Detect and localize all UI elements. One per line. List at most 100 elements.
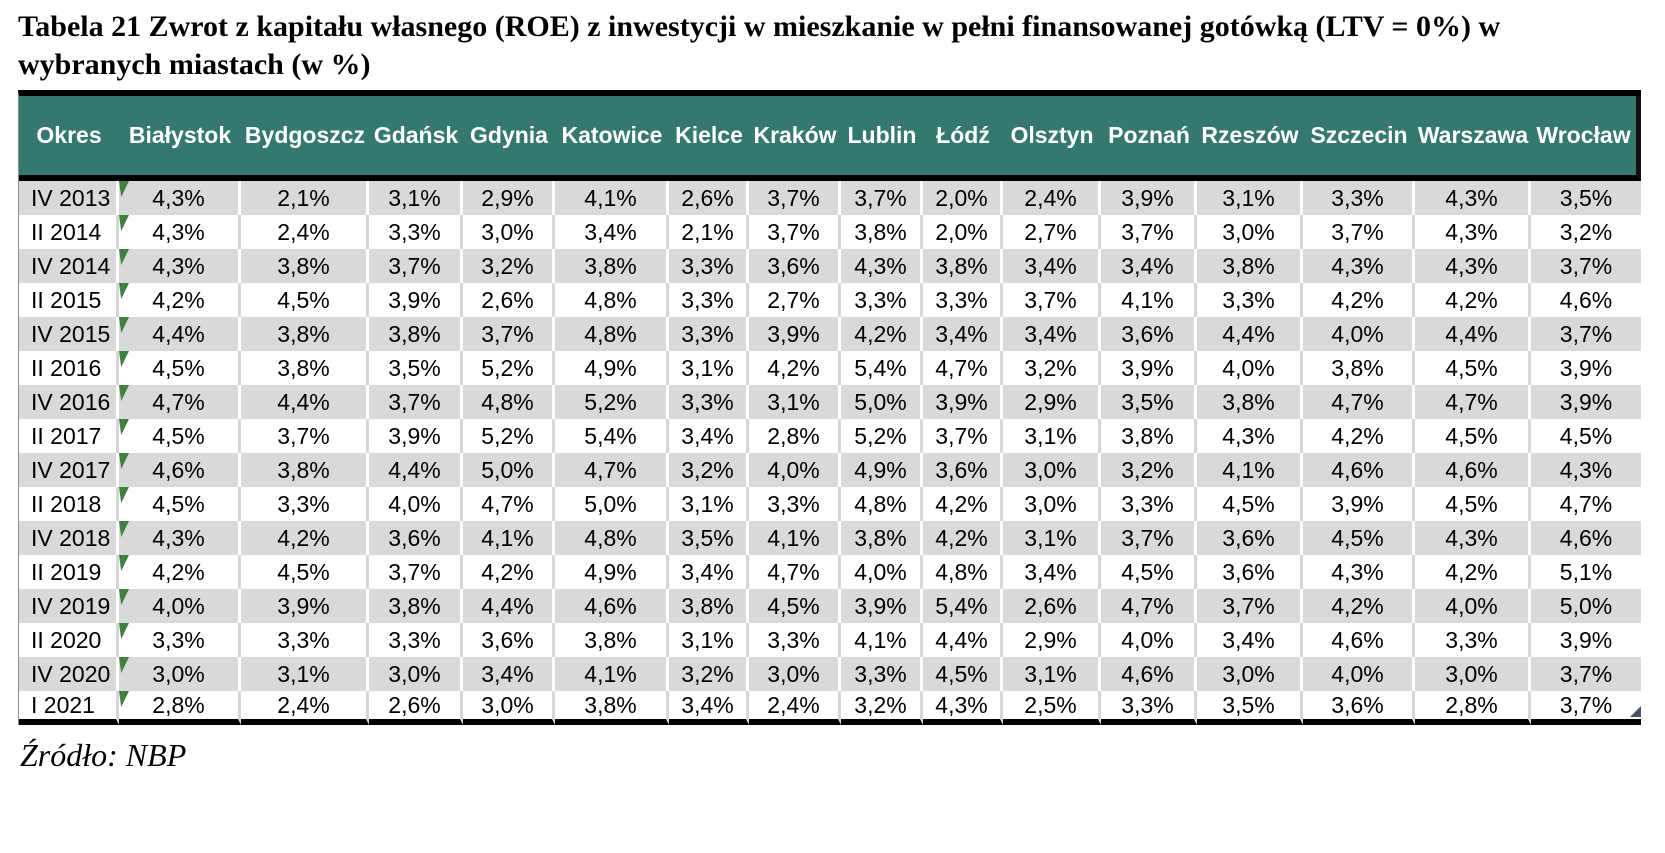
value-cell: 3,9% (1101, 351, 1197, 385)
source-note: Źródło: NBP (20, 737, 187, 773)
value-cell: 2,8% (749, 419, 841, 453)
value-cell: 4,5% (1303, 521, 1415, 555)
value-cell: 3,0% (749, 657, 841, 691)
value-cell: 3,7% (1531, 691, 1641, 725)
value-cell: 4,1% (841, 623, 923, 657)
value-cell: 3,0% (1197, 215, 1303, 249)
value-cell: 4,6% (1303, 623, 1415, 657)
value-cell: 4,2% (241, 521, 369, 555)
value-cell: 3,7% (369, 555, 463, 589)
value-cell: 4,1% (1101, 283, 1197, 317)
table-row: IV 2019 4,0% 3,9% 3,8% 4,4% 4,6% 3,8% 4,5% 3,9% 5… (19, 589, 1641, 623)
value-cell: 4,2% (463, 555, 555, 589)
column-header-city: Gdańsk (369, 96, 463, 181)
value-cell: 2,4% (241, 215, 369, 249)
green-corner-flag-icon (119, 691, 129, 707)
value-cell: 4,0% (1415, 589, 1531, 623)
value-cell: 4,0% (119, 589, 241, 623)
value-cell: 4,2% (923, 521, 1003, 555)
value-cell: 3,5% (1197, 691, 1303, 725)
value-cell: 3,7% (1303, 215, 1415, 249)
value-cell: 3,1% (669, 351, 749, 385)
roe-tbody: IV 2013 4,3% 2,1% 3,1% 2,9% 4,1% 2,6% 3,7% 3,7% 2… (19, 181, 1641, 725)
value-cell: 3,6% (1197, 555, 1303, 589)
column-header-period: Okres (19, 96, 119, 181)
value-cell: 3,3% (669, 385, 749, 419)
value-cell: 3,8% (241, 453, 369, 487)
value-cell: 3,2% (463, 249, 555, 283)
table-row: II 2014 4,3% 2,4% 3,3% 3,0% 3,4% 2,1% 3,7% 3,8% 2… (19, 215, 1641, 249)
green-corner-flag-icon (119, 215, 129, 231)
value-cell: 4,0% (841, 555, 923, 589)
value-cell: 2,9% (1003, 385, 1101, 419)
value-cell: 3,3% (369, 623, 463, 657)
value-cell: 4,5% (1415, 419, 1531, 453)
value-cell: 5,1% (1531, 555, 1641, 589)
value-cell: 3,4% (669, 555, 749, 589)
value-cell: 3,9% (749, 317, 841, 351)
value-cell: 3,3% (669, 317, 749, 351)
table-row: IV 2013 4,3% 2,1% 3,1% 2,9% 4,1% 2,6% 3,7% 3,7% 2… (19, 181, 1641, 215)
value-cell: 3,8% (241, 317, 369, 351)
value-cell: 4,6% (1531, 283, 1641, 317)
value-cell: 3,5% (1531, 181, 1641, 215)
period-cell: II 2017 (19, 419, 119, 453)
value-cell: 3,9% (369, 419, 463, 453)
table-row: IV 2016 4,7% 4,4% 3,7% 4,8% 5,2% 3,3% 3,1% 5,0% 3… (19, 385, 1641, 419)
value-cell: 3,8% (669, 589, 749, 623)
value-cell: 4,1% (463, 521, 555, 555)
green-corner-flag-icon (119, 589, 129, 605)
value-cell: 4,8% (841, 487, 923, 521)
column-header-city: Olsztyn (1003, 96, 1101, 181)
value-cell: 5,0% (463, 453, 555, 487)
value-cell: 4,5% (923, 657, 1003, 691)
value-cell: 4,5% (1415, 351, 1531, 385)
value-cell: 3,7% (463, 317, 555, 351)
value-cell: 3,9% (1531, 623, 1641, 657)
value-cell: 4,2% (1415, 555, 1531, 589)
value-cell: 4,9% (555, 555, 669, 589)
green-corner-flag-icon (119, 317, 129, 333)
column-header-city: Lublin (841, 96, 923, 181)
value-cell: 4,5% (119, 351, 241, 385)
period-cell: II 2020 (19, 623, 119, 657)
value-cell: 4,9% (841, 453, 923, 487)
column-header-city: Białystok (119, 96, 241, 181)
value-cell: 3,7% (1531, 317, 1641, 351)
column-header-city: Gdynia (463, 96, 555, 181)
period-cell: IV 2015 (19, 317, 119, 351)
value-cell: 3,5% (669, 521, 749, 555)
column-header-city: Kielce (669, 96, 749, 181)
value-cell: 3,1% (1003, 657, 1101, 691)
period-cell: II 2015 (19, 283, 119, 317)
green-corner-flag-icon (119, 351, 129, 367)
value-cell: 3,0% (369, 657, 463, 691)
value-cell: 3,8% (241, 249, 369, 283)
value-cell: 5,4% (841, 351, 923, 385)
column-header-city: Rzeszów (1197, 96, 1303, 181)
table-row: IV 2018 4,3% 4,2% 3,6% 4,1% 4,8% 3,5% 4,1% 3,8% 4… (19, 521, 1641, 555)
green-corner-flag-icon (119, 521, 129, 537)
green-corner-flag-icon (119, 487, 129, 503)
value-cell: 3,3% (923, 283, 1003, 317)
value-cell: 3,7% (1531, 657, 1641, 691)
value-cell: 4,4% (119, 317, 241, 351)
value-cell: 3,6% (1101, 317, 1197, 351)
table-row: IV 2015 4,4% 3,8% 3,8% 3,7% 4,8% 3,3% 3,9% 4,2% 3… (19, 317, 1641, 351)
value-cell: 3,3% (241, 487, 369, 521)
value-cell: 3,9% (1101, 181, 1197, 215)
value-cell: 4,0% (749, 453, 841, 487)
value-cell: 5,2% (555, 385, 669, 419)
value-cell: 3,1% (1003, 419, 1101, 453)
value-cell: 4,3% (1303, 555, 1415, 589)
roe-table: Okres Białystok Bydgoszcz Gdańsk Gdynia Katow… (18, 90, 1641, 725)
value-cell: 3,2% (1003, 351, 1101, 385)
column-header-city: Warszawa (1415, 96, 1531, 181)
value-cell: 3,4% (669, 691, 749, 725)
value-cell: 2,9% (1003, 623, 1101, 657)
value-cell: 4,3% (1531, 453, 1641, 487)
green-corner-flag-icon (119, 181, 129, 197)
column-header-city: Bydgoszcz (241, 96, 369, 181)
value-cell: 2,6% (463, 283, 555, 317)
value-cell: 4,4% (1415, 317, 1531, 351)
